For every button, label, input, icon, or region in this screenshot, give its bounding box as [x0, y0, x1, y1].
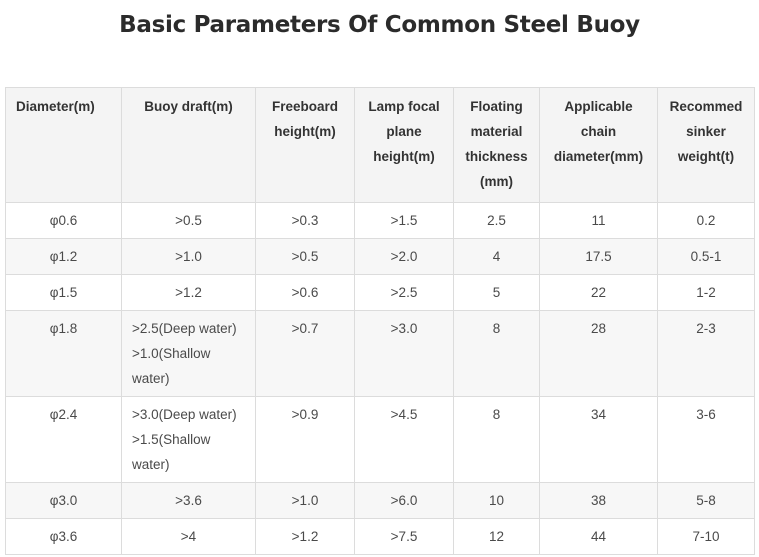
cell-recommed-sinker-weight: 3-6	[657, 396, 755, 483]
cell-buoy-draft: >2.5(Deep water) >1.0(Shallow water)	[121, 310, 256, 397]
cell-buoy-draft: >1.0	[121, 238, 256, 275]
cell-recommed-sinker-weight: 5-8	[657, 482, 755, 519]
cell-lamp-focal-plane-height: >2.0	[354, 238, 454, 275]
table-header-row: Diameter(m) Buoy draft(m) Freeboard heig…	[5, 87, 755, 203]
cell-freeboard-height: >0.3	[255, 202, 355, 239]
cell-recommed-sinker-weight: 1-2	[657, 274, 755, 311]
table-row: φ1.8 >2.5(Deep water) >1.0(Shallow water…	[5, 310, 755, 397]
cell-buoy-draft: >3.6	[121, 482, 256, 519]
cell-applicable-chain-diameter: 44	[539, 518, 658, 555]
cell-diameter: φ3.6	[5, 518, 122, 555]
cell-floating-material-thickness: 5	[453, 274, 540, 311]
column-header-recommed-sinker-weight: Recommed sinker weight(t)	[657, 87, 755, 203]
cell-applicable-chain-diameter: 11	[539, 202, 658, 239]
column-header-diameter: Diameter(m)	[5, 87, 122, 203]
column-header-applicable-chain-diameter: Applicable chain diameter(mm)	[539, 87, 658, 203]
buoy-parameters-table: Diameter(m) Buoy draft(m) Freeboard heig…	[5, 87, 755, 555]
column-header-buoy-draft: Buoy draft(m)	[121, 87, 256, 203]
cell-lamp-focal-plane-height: >7.5	[354, 518, 454, 555]
cell-recommed-sinker-weight: 2-3	[657, 310, 755, 397]
cell-applicable-chain-diameter: 28	[539, 310, 658, 397]
page-title: Basic Parameters Of Common Steel Buoy	[119, 12, 640, 38]
cell-buoy-draft: >4	[121, 518, 256, 555]
column-header-freeboard-height: Freeboard height(m)	[255, 87, 355, 203]
cell-freeboard-height: >0.6	[255, 274, 355, 311]
cell-diameter: φ2.4	[5, 396, 122, 483]
column-header-floating-material-thickness: Floating material thickness (mm)	[453, 87, 540, 203]
cell-lamp-focal-plane-height: >4.5	[354, 396, 454, 483]
cell-applicable-chain-diameter: 34	[539, 396, 658, 483]
cell-lamp-focal-plane-height: >1.5	[354, 202, 454, 239]
cell-buoy-draft: >1.2	[121, 274, 256, 311]
cell-applicable-chain-diameter: 17.5	[539, 238, 658, 275]
cell-freeboard-height: >0.5	[255, 238, 355, 275]
cell-recommed-sinker-weight: 7-10	[657, 518, 755, 555]
column-header-lamp-focal-plane-height: Lamp focal plane height(m)	[354, 87, 454, 203]
cell-floating-material-thickness: 10	[453, 482, 540, 519]
table-row: φ3.0 >3.6 >1.0 >6.0 10 38 5-8	[5, 482, 755, 519]
table-row: φ2.4 >3.0(Deep water) >1.5(Shallow water…	[5, 396, 755, 483]
cell-diameter: φ3.0	[5, 482, 122, 519]
cell-freeboard-height: >0.7	[255, 310, 355, 397]
cell-floating-material-thickness: 4	[453, 238, 540, 275]
cell-recommed-sinker-weight: 0.5-1	[657, 238, 755, 275]
table-row: φ1.2 >1.0 >0.5 >2.0 4 17.5 0.5-1	[5, 238, 755, 275]
cell-lamp-focal-plane-height: >2.5	[354, 274, 454, 311]
cell-diameter: φ1.2	[5, 238, 122, 275]
cell-buoy-draft: >0.5	[121, 202, 256, 239]
table-row: φ1.5 >1.2 >0.6 >2.5 5 22 1-2	[5, 274, 755, 311]
cell-floating-material-thickness: 12	[453, 518, 540, 555]
cell-floating-material-thickness: 2.5	[453, 202, 540, 239]
cell-diameter: φ1.5	[5, 274, 122, 311]
cell-floating-material-thickness: 8	[453, 396, 540, 483]
cell-applicable-chain-diameter: 22	[539, 274, 658, 311]
cell-diameter: φ1.8	[5, 310, 122, 397]
cell-freeboard-height: >1.0	[255, 482, 355, 519]
table-row: φ3.6 >4 >1.2 >7.5 12 44 7-10	[5, 518, 755, 555]
cell-applicable-chain-diameter: 38	[539, 482, 658, 519]
cell-lamp-focal-plane-height: >6.0	[354, 482, 454, 519]
cell-floating-material-thickness: 8	[453, 310, 540, 397]
cell-buoy-draft: >3.0(Deep water) >1.5(Shallow water)	[121, 396, 256, 483]
cell-recommed-sinker-weight: 0.2	[657, 202, 755, 239]
cell-freeboard-height: >0.9	[255, 396, 355, 483]
cell-lamp-focal-plane-height: >3.0	[354, 310, 454, 397]
cell-freeboard-height: >1.2	[255, 518, 355, 555]
cell-diameter: φ0.6	[5, 202, 122, 239]
table-row: φ0.6 >0.5 >0.3 >1.5 2.5 11 0.2	[5, 202, 755, 239]
